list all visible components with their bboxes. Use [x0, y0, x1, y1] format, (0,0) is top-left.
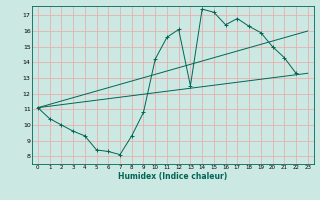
X-axis label: Humidex (Indice chaleur): Humidex (Indice chaleur) — [118, 172, 228, 181]
